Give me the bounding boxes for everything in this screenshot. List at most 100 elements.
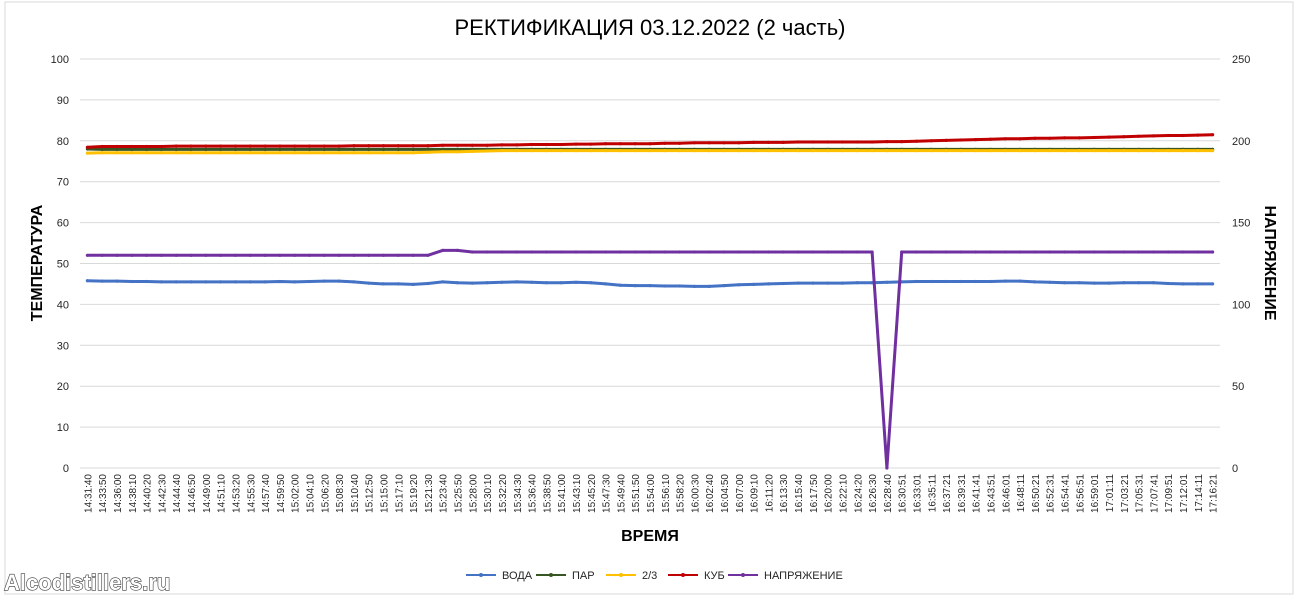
data-point: [426, 254, 429, 257]
data-point: [604, 282, 607, 285]
data-point: [1004, 137, 1007, 140]
data-point: [693, 250, 696, 253]
data-point: [545, 143, 548, 146]
data-point: [86, 279, 89, 282]
data-point: [175, 145, 178, 148]
data-point: [249, 145, 252, 148]
data-point: [486, 250, 489, 253]
data-point: [145, 280, 148, 283]
data-point: [101, 254, 104, 257]
data-point: [249, 151, 252, 154]
x-tick-label: 15:21:30: [424, 474, 435, 513]
data-point: [1078, 149, 1081, 152]
data-point: [500, 250, 503, 253]
data-point: [426, 151, 429, 154]
data-point: [1107, 136, 1110, 139]
x-tick-label: 16:30:51: [898, 474, 909, 513]
data-point: [293, 148, 296, 151]
data-point: [797, 250, 800, 253]
data-point: [130, 145, 133, 148]
data-point: [604, 149, 607, 152]
data-point: [1063, 250, 1066, 253]
data-point: [249, 148, 252, 151]
data-point: [767, 282, 770, 285]
y2-tick-label: 50: [1232, 381, 1244, 393]
x-tick-label: 15:08:30: [335, 474, 346, 513]
x-tick-label: 16:26:30: [868, 474, 879, 513]
data-point: [856, 149, 859, 152]
data-point: [693, 285, 696, 288]
x-tick-label: 15:12:50: [365, 474, 376, 513]
data-point: [826, 282, 829, 285]
legend-item: НАПРЯЖЕНИЕ: [728, 570, 843, 582]
data-point: [959, 149, 962, 152]
data-point: [382, 144, 385, 147]
data-point: [338, 254, 341, 257]
data-point: [412, 148, 415, 151]
data-point: [145, 254, 148, 257]
data-point: [175, 254, 178, 257]
data-point: [308, 254, 311, 257]
data-point: [1211, 282, 1214, 285]
data-point: [219, 254, 222, 257]
data-point: [915, 280, 918, 283]
data-point: [856, 140, 859, 143]
data-point: [589, 281, 592, 284]
data-point: [678, 284, 681, 287]
data-point: [634, 149, 637, 152]
data-point: [471, 144, 474, 147]
data-point: [160, 151, 163, 154]
x-tick-label: 15:30:10: [483, 474, 494, 513]
data-point: [1078, 250, 1081, 253]
data-point: [915, 149, 918, 152]
data-point: [234, 148, 237, 151]
data-point: [278, 148, 281, 151]
x-tick-label: 14:57:40: [261, 474, 272, 513]
data-point: [797, 140, 800, 143]
data-point: [1196, 149, 1199, 152]
data-point: [278, 280, 281, 283]
data-point: [515, 280, 518, 283]
data-point: [471, 282, 474, 285]
data-point: [264, 151, 267, 154]
data-point: [101, 151, 104, 154]
data-point: [1167, 134, 1170, 137]
data-point: [500, 281, 503, 284]
x-tick-label: 15:17:10: [394, 474, 405, 513]
data-point: [264, 280, 267, 283]
data-point: [160, 254, 163, 257]
series-lines: [86, 133, 1214, 470]
legend-item: ВОДА: [466, 570, 533, 582]
data-point: [752, 283, 755, 286]
data-point: [1152, 134, 1155, 137]
x-tick-label: 16:43:51: [987, 474, 998, 513]
legend-item: 2/3: [606, 570, 657, 582]
data-point: [308, 151, 311, 154]
data-point: [811, 140, 814, 143]
data-point: [249, 254, 252, 257]
data-point: [856, 250, 859, 253]
x-tick-label: 14:46:50: [187, 474, 198, 513]
x-tick-label: 17:14:11: [1194, 474, 1205, 513]
data-point: [456, 150, 459, 153]
data-point: [708, 285, 711, 288]
data-point: [1033, 280, 1036, 283]
legend-marker: [619, 573, 623, 577]
x-tick-label: 16:11:20: [764, 474, 775, 513]
data-point: [841, 140, 844, 143]
data-point: [1078, 281, 1081, 284]
data-point: [782, 149, 785, 152]
x-tick-label: 14:53:20: [231, 474, 242, 513]
data-point: [426, 148, 429, 151]
data-point: [101, 145, 104, 148]
x-tick-label: 16:20:00: [824, 474, 835, 513]
y-tick-label: 70: [57, 177, 69, 189]
data-point: [145, 148, 148, 151]
data-point: [86, 254, 89, 257]
data-point: [471, 250, 474, 253]
data-point: [648, 142, 651, 145]
y-axis-title: ТЕМПЕРАТУРА: [29, 204, 46, 321]
data-point: [1019, 137, 1022, 140]
data-point: [323, 148, 326, 151]
